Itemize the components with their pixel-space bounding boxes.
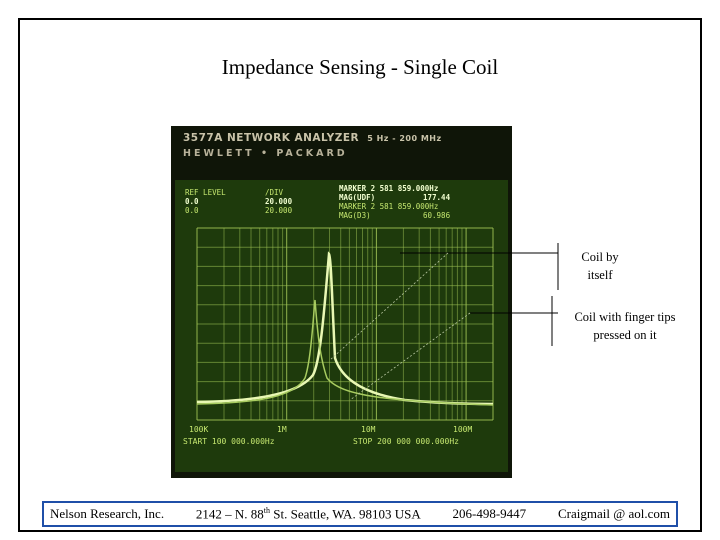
footer-address-rest: St. Seattle, WA. 98103 USA [270,506,421,522]
ref-level-value-2: 0.0 [185,206,199,215]
callout-coil-finger: Coil with finger tips pressed on it [574,310,676,342]
ref-level-label: REF LEVEL [185,188,226,197]
footer-phone: 206-498-9447 [452,506,527,521]
instrument-model-name: 3577A NETWORK ANALYZER [183,132,360,144]
tick-label-100k: 100K [189,425,208,434]
instrument-brand: HEWLETT • PACKARD [183,148,348,159]
div-label: /DIV [265,188,284,197]
slide-title: Impedance Sensing - Single Coil [221,55,499,79]
footer-address: 2142 – N. 88th St. Seattle, WA. 98103 US… [196,506,421,522]
marker-1-mag: 177.44 [423,193,451,202]
footer-bar: Nelson Research, Inc. 2142 – N. 88th St.… [42,501,678,527]
footer-email: Craigmail @ aol.com [557,506,670,521]
div-value-2: 20.000 [265,206,293,215]
plot-grid [196,227,494,421]
footer-address-suffix: th [263,505,270,515]
marker-1-label: MARKER 2 581 859.000Hz [339,184,439,193]
marker-2-mag: 60.986 [423,211,451,220]
instrument-range: 5 Hz - 200 MHz [367,134,442,143]
marker-1-mag-label: MAG(UDF) [339,193,376,202]
analyzer-screen: REF LEVEL 0.0 0.0 /DIV 20.000 20.000 MAR… [175,180,508,472]
stop-readout: STOP 200 000 000.000Hz [353,437,459,446]
callout-coil-alone: Coil by itself [581,250,619,282]
footer-address-start: 2142 – N. 88 [195,506,264,522]
ref-level-value-1: 0.0 [185,197,199,206]
div-value-1: 20.000 [265,197,293,206]
analyzer-photo: 3577A NETWORK ANALYZER 5 Hz - 200 MHz HE… [171,126,512,478]
slide-frame [18,18,702,532]
tick-label-10m: 10M [361,425,376,434]
marker-2-mag-label: MAG(D3) [339,211,371,220]
start-readout: START 100 000.000Hz [183,437,275,446]
analyzer-plot: 100K 1M 10M 100M START 100 000.000Hz STO… [183,227,494,446]
trace-coil-finger [196,299,494,406]
instrument-model: 3577A NETWORK ANALYZER 5 Hz - 200 MHz [183,132,442,144]
tick-label-100m: 100M [453,425,472,434]
tick-label-1m: 1M [277,425,287,434]
footer-company: Nelson Research, Inc. [50,506,165,521]
marker-2-label: MARKER 2 581 859.000Hz [339,202,439,211]
